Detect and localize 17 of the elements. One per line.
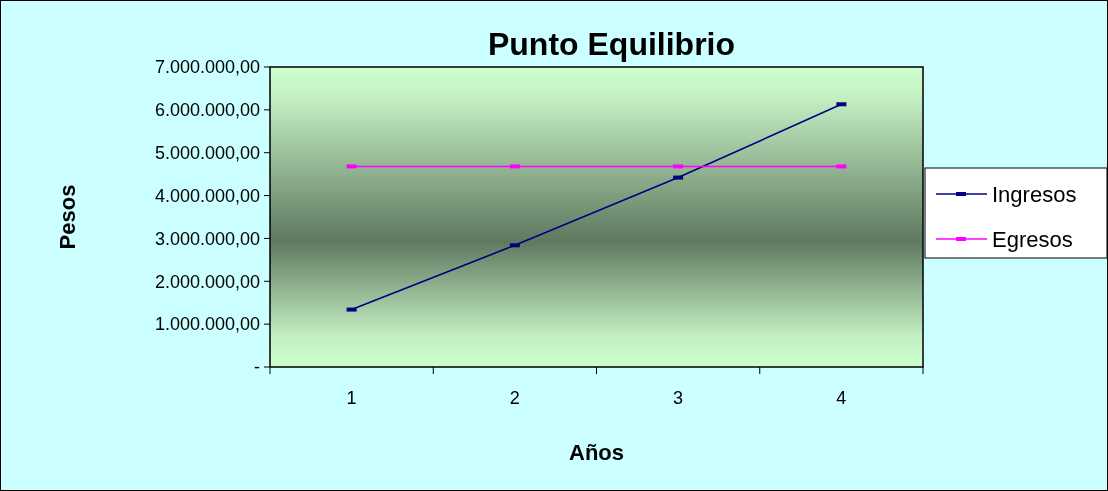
y-tick-label: 2.000.000,00: [154, 271, 260, 292]
y-tick-label: -: [254, 357, 260, 378]
y-axis-title: Pesos: [55, 184, 80, 250]
legend-label: Egresos: [992, 226, 1073, 252]
x-axis-title: Años: [569, 440, 624, 465]
y-tick-label: 1.000.000,00: [154, 314, 260, 335]
y-tick-label: 3.000.000,00: [154, 228, 260, 249]
x-tick-label: 1: [346, 388, 357, 408]
x-tick-label: 3: [673, 388, 684, 408]
x-tick-label: 2: [509, 388, 520, 408]
x-tick-label: 4: [836, 388, 847, 408]
legend-label: Ingresos: [992, 181, 1077, 207]
y-tick-label: 6.000.000,00: [154, 100, 260, 121]
y-tick-label: 7.000.000,00: [154, 57, 260, 78]
y-tick-label: 4.000.000,00: [154, 185, 260, 206]
y-tick-label: 5.000.000,00: [154, 143, 260, 164]
chart-title: Punto Equilibrio: [487, 26, 736, 62]
